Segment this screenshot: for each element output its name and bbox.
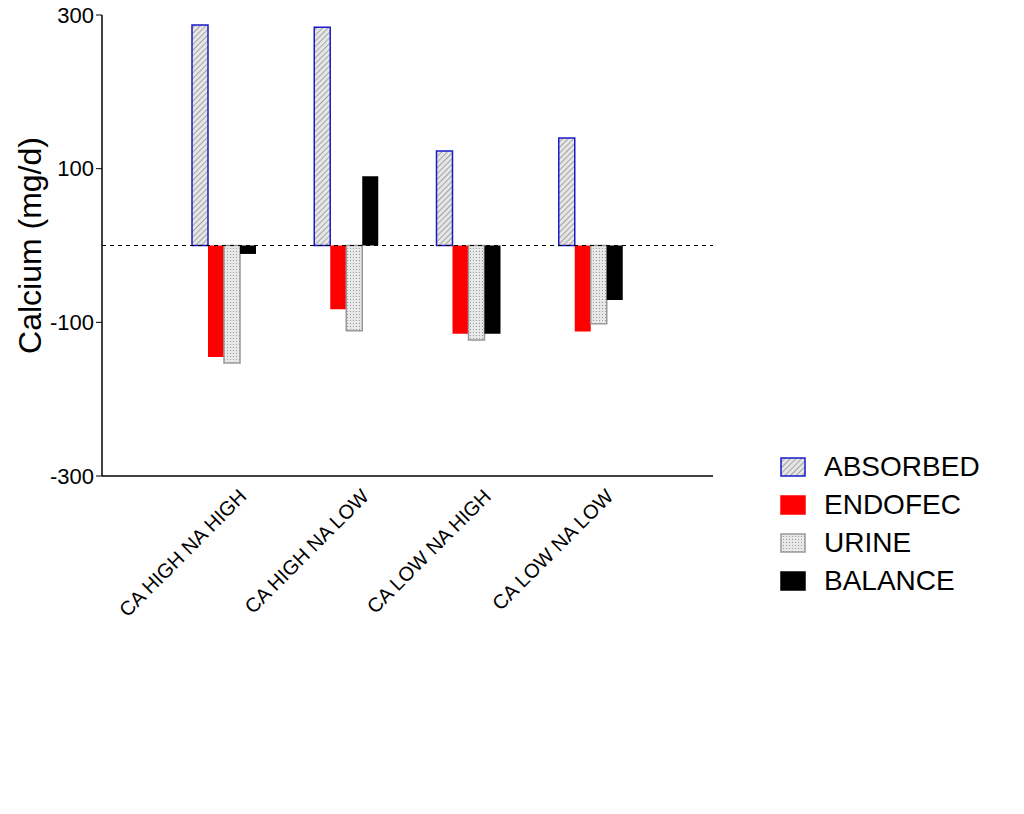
svg-text:-100: -100 <box>50 310 94 335</box>
svg-text:Calcium (mg/d): Calcium (mg/d) <box>12 137 48 354</box>
html-text:ABSORBED: ABSORBED <box>824 451 980 482</box>
svg-text:100: 100 <box>57 156 94 181</box>
html-text:ENDOFEC: ENDOFEC <box>824 489 961 520</box>
svg-text:CA HIGH NA LOW: CA HIGH NA LOW <box>240 485 373 618</box>
svg-text:CA LOW NA LOW: CA LOW NA LOW <box>488 485 618 615</box>
svg-text:300: 300 <box>57 8 94 28</box>
html-text:URINE: URINE <box>824 527 912 558</box>
svg-text:CA LOW NA HIGH: CA LOW NA HIGH <box>362 485 495 618</box>
svg-text:-300: -300 <box>50 464 94 489</box>
html-text:BALANCE: BALANCE <box>824 565 955 596</box>
svg-text:CA HIGH NA HIGH: CA HIGH NA HIGH <box>115 485 251 621</box>
